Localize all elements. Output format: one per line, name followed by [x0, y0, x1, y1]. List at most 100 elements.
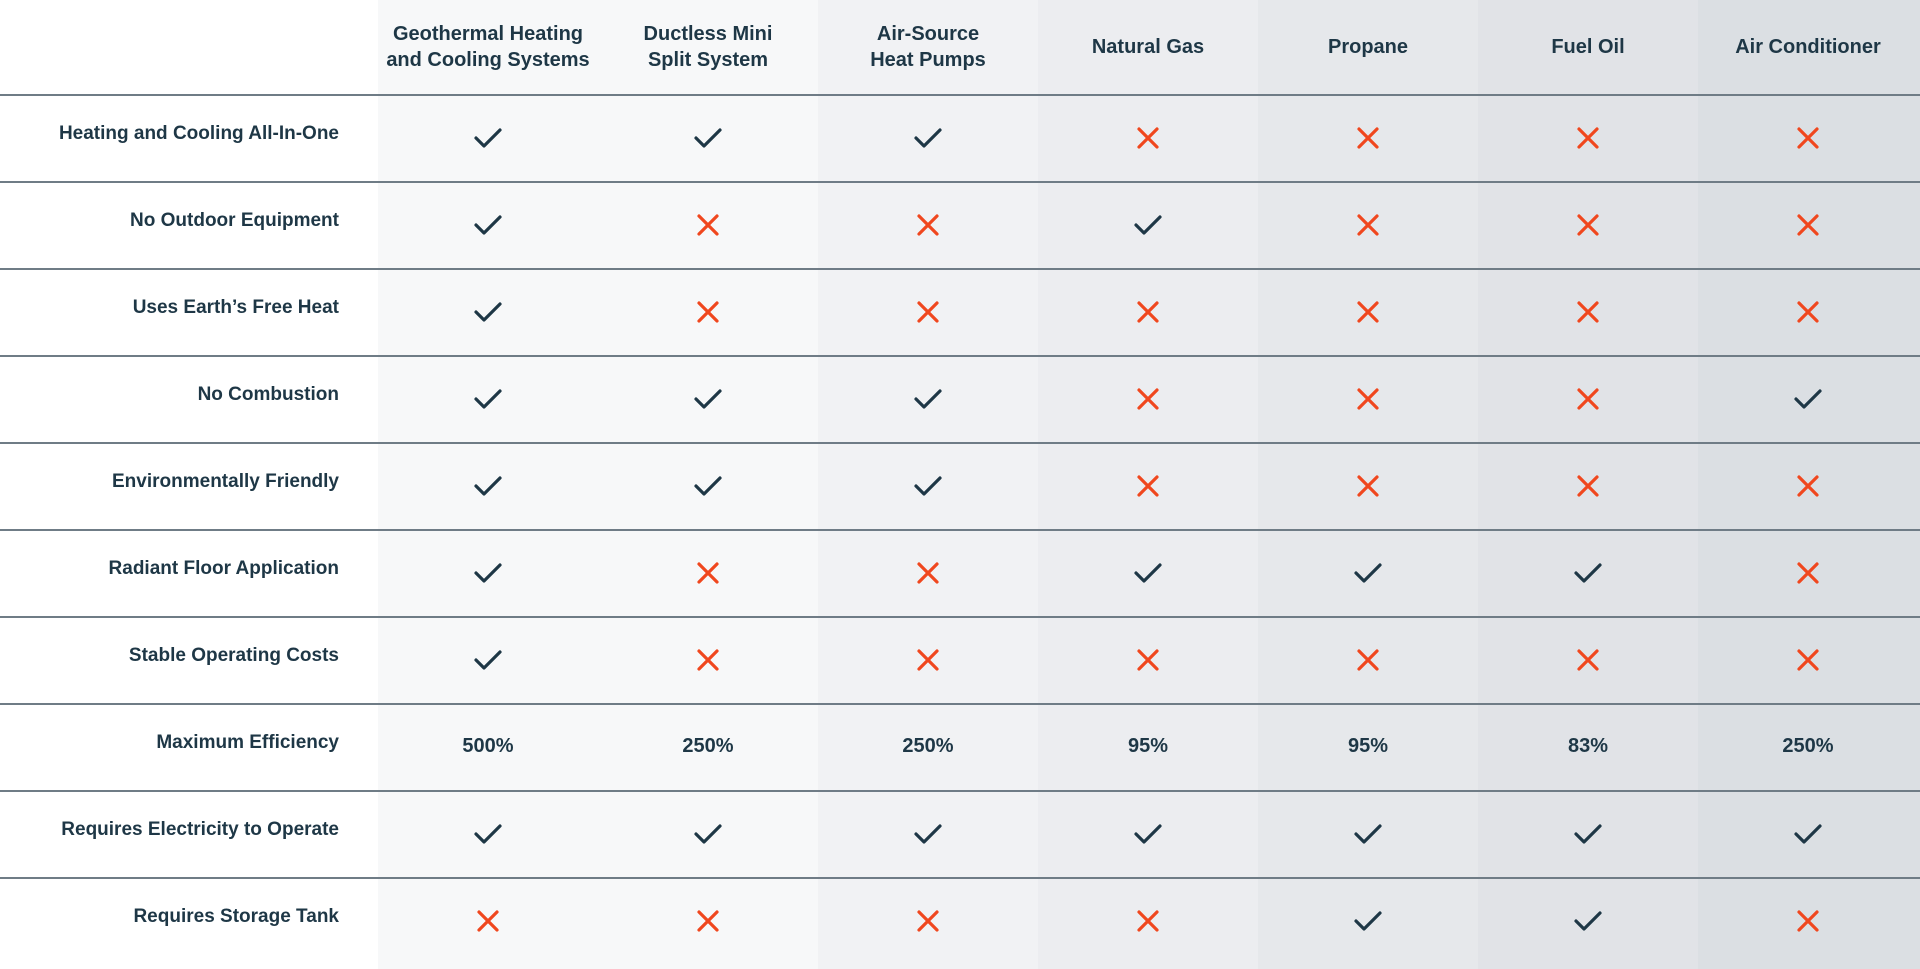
table-cell	[818, 790, 1038, 877]
check-icon	[912, 383, 944, 415]
cross-icon	[472, 905, 504, 937]
row-divider	[0, 94, 1920, 96]
table-cell	[1258, 442, 1478, 529]
cross-icon	[692, 209, 724, 241]
efficiency-value: 250%	[1782, 735, 1834, 757]
column-header: Propane	[1327, 36, 1409, 58]
efficiency-value: 95%	[1347, 735, 1389, 757]
column-header: Fuel Oil	[1551, 36, 1625, 58]
row-divider	[0, 355, 1920, 357]
row-divider	[0, 703, 1920, 705]
table-cell	[1478, 877, 1698, 964]
column-header: Geothermal Heating and Cooling Systems	[386, 23, 590, 71]
row-label: No Combustion	[197, 384, 339, 405]
cross-icon	[1792, 122, 1824, 154]
row-divider	[0, 529, 1920, 531]
table-cell	[1698, 790, 1918, 877]
table-cell	[1258, 790, 1478, 877]
check-icon	[472, 818, 504, 850]
table-cell	[1478, 355, 1698, 442]
cross-icon	[912, 557, 944, 589]
table-cell	[1038, 790, 1258, 877]
table-cell	[1698, 877, 1918, 964]
table-cell: 95%	[1258, 703, 1478, 790]
table-cell	[1698, 355, 1918, 442]
table-cell	[1258, 877, 1478, 964]
check-icon	[692, 383, 724, 415]
check-icon	[1352, 818, 1384, 850]
table-cell: 95%	[1038, 703, 1258, 790]
check-icon	[1572, 905, 1604, 937]
cross-icon	[1352, 296, 1384, 328]
column-header: Air-Source Heat Pumps	[870, 23, 986, 71]
table-cell	[378, 877, 598, 964]
table-cell	[378, 94, 598, 181]
cross-icon	[692, 905, 724, 937]
cross-icon	[692, 296, 724, 328]
table-cell	[1258, 94, 1478, 181]
cross-icon	[1132, 122, 1164, 154]
check-icon	[1132, 209, 1164, 241]
table-cell	[1038, 268, 1258, 355]
table-cell	[1698, 442, 1918, 529]
table-cell	[1038, 181, 1258, 268]
efficiency-value: 250%	[682, 735, 734, 757]
row-label: Uses Earth’s Free Heat	[132, 297, 339, 318]
cross-icon	[1352, 383, 1384, 415]
column-header: Natural Gas	[1091, 36, 1205, 58]
cross-icon	[912, 209, 944, 241]
cross-icon	[1792, 470, 1824, 502]
check-icon	[1352, 905, 1384, 937]
cross-icon	[1792, 905, 1824, 937]
row-label: Stable Operating Costs	[128, 645, 339, 666]
cross-icon	[1132, 905, 1164, 937]
table-cell	[598, 94, 818, 181]
table-cell: 250%	[1698, 703, 1918, 790]
cross-icon	[1352, 470, 1384, 502]
cross-icon	[1132, 296, 1164, 328]
column-background	[598, 0, 818, 969]
row-label: No Outdoor Equipment	[130, 210, 339, 231]
check-icon	[472, 383, 504, 415]
check-icon	[1352, 557, 1384, 589]
table-cell	[378, 181, 598, 268]
cross-icon	[1572, 122, 1604, 154]
table-cell	[1478, 529, 1698, 616]
table-cell	[818, 94, 1038, 181]
table-cell	[1038, 94, 1258, 181]
check-icon	[472, 122, 504, 154]
table-cell	[1258, 355, 1478, 442]
check-icon	[692, 122, 724, 154]
check-icon	[472, 209, 504, 241]
row-label: Environmentally Friendly	[112, 471, 339, 492]
cross-icon	[1572, 209, 1604, 241]
table-cell: 250%	[818, 703, 1038, 790]
table-cell	[1698, 181, 1918, 268]
table-cell	[378, 790, 598, 877]
table-cell	[1038, 616, 1258, 703]
table-cell	[378, 355, 598, 442]
check-icon	[912, 470, 944, 502]
cross-icon	[692, 644, 724, 676]
row-label: Heating and Cooling All-In-One	[58, 123, 339, 144]
column-background	[818, 0, 1038, 969]
row-divider	[0, 268, 1920, 270]
table-cell	[598, 877, 818, 964]
table-cell	[1038, 877, 1258, 964]
cross-icon	[1792, 644, 1824, 676]
cross-icon	[692, 557, 724, 589]
table-cell	[818, 442, 1038, 529]
efficiency-value: 250%	[902, 735, 954, 757]
table-cell	[818, 268, 1038, 355]
table-cell	[818, 529, 1038, 616]
table-cell	[1698, 94, 1918, 181]
check-icon	[472, 470, 504, 502]
table-cell	[378, 442, 598, 529]
check-icon	[692, 818, 724, 850]
table-cell	[1258, 181, 1478, 268]
cross-icon	[1572, 383, 1604, 415]
row-label: Requires Storage Tank	[133, 906, 339, 927]
check-icon	[912, 122, 944, 154]
cross-icon	[1132, 383, 1164, 415]
